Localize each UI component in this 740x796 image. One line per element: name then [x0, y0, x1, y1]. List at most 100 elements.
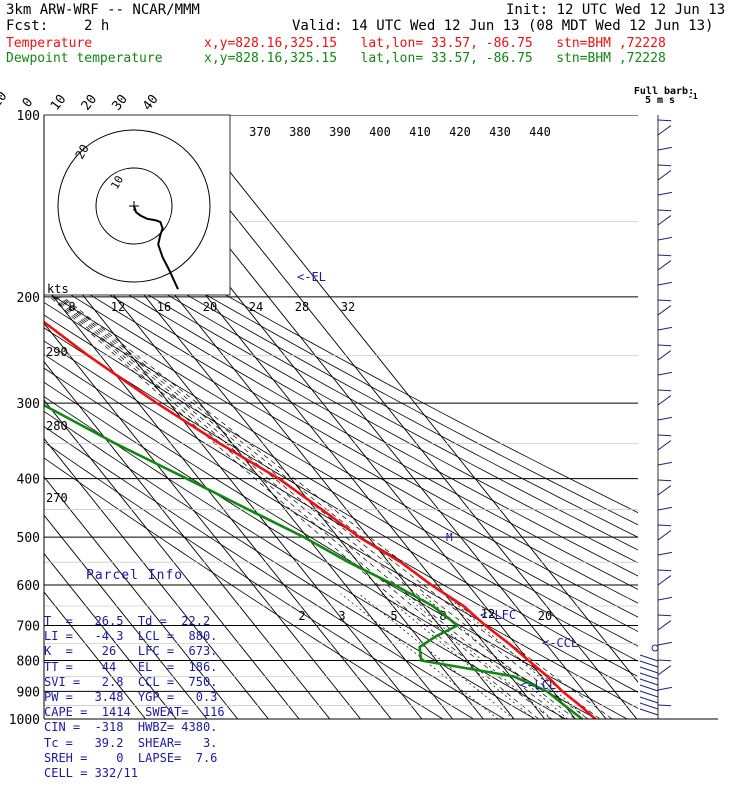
wind-barb	[657, 344, 672, 347]
wind-barb	[657, 614, 672, 617]
parcel-info-line: LI = -4.3 LCL = 880.	[44, 629, 218, 644]
hodograph-speed-label: 20	[203, 300, 217, 314]
wind-barb	[657, 119, 672, 122]
mixing-ratio-line	[444, 593, 588, 719]
wind-barb	[657, 575, 672, 586]
wind-barb	[657, 530, 672, 541]
barb-legend-unit: 5 m s	[645, 95, 675, 106]
model-title: 3km ARW-WRF -- NCAR/MMM	[6, 2, 200, 18]
wind-barb	[657, 326, 673, 331]
isotherm-tick-label: 20	[79, 92, 100, 114]
mixing-ratio-label: 12	[481, 607, 495, 621]
isotherm-tick-label: 10	[48, 92, 69, 114]
wind-barb	[657, 704, 672, 707]
pressure-tick-label: 600	[17, 579, 40, 594]
pressure-axis: 100 200 300 400 500 600 700 800 900 1000	[9, 109, 40, 728]
isotherm-tick-label: 40	[140, 92, 161, 114]
parcel-info-line: Tc = 39.2 SHEAR= 3.	[44, 735, 218, 750]
dewpoint-profile	[44, 403, 583, 719]
pressure-tick-label: 700	[17, 619, 40, 634]
isotherm-line	[183, 115, 638, 683]
theta-tick-label: 410	[409, 125, 431, 139]
mixing-ratio-label: 2	[298, 609, 305, 623]
moist-adiabat-line	[62, 296, 613, 719]
mixing-ratio-label: 8	[439, 609, 446, 623]
wind-barb	[657, 215, 672, 226]
parcel-info-line: PW = 3.48 YGP = 0.3	[44, 690, 218, 705]
isotherm-line	[44, 361, 331, 719]
parcel-info-line: T = 26.5 Td = 22.2	[44, 614, 211, 629]
annotations: <-EL <-LFC <-CCL <-LCL M	[297, 270, 578, 692]
lfc-annotation: <-LFC	[480, 608, 516, 622]
valid-time: Valid: 14 UTC Wed 12 Jun 13 (08 MDT Wed …	[292, 18, 714, 34]
pressure-tick-label: 800	[17, 654, 40, 669]
isotherm-tick-label: -10	[0, 89, 10, 117]
hodograph-speed-label: 28	[295, 300, 309, 314]
wind-barb	[657, 686, 673, 691]
wind-barb	[657, 389, 672, 392]
chart-grid	[44, 115, 638, 719]
wind-barb	[657, 641, 673, 646]
mixing-ratio-label: 3	[338, 609, 345, 623]
wind-barb	[657, 281, 673, 286]
mixing-ratio-line	[358, 593, 515, 719]
wind-barb	[639, 684, 659, 692]
wind-barb	[657, 596, 673, 601]
wind-barb	[657, 299, 672, 302]
wind-barb	[657, 461, 673, 466]
forecast-label: Fcst:	[6, 18, 49, 34]
wind-barb	[657, 236, 673, 241]
parcel-info-line: CAPE = 1414 SWEAT= 116	[44, 705, 225, 720]
wind-barb	[657, 665, 672, 676]
wind-barb	[657, 506, 673, 511]
pressure-tick-label: 100	[17, 109, 40, 124]
theta-tick-label: 370	[249, 125, 271, 139]
parcel-info-line: CELL = 332/11	[44, 766, 138, 781]
isotherm-line	[44, 552, 177, 719]
theta-tick-label: 430	[489, 125, 511, 139]
moist-adiabat-line	[53, 296, 564, 719]
wind-barb	[657, 170, 672, 181]
pressure-tick-label: 1000	[9, 713, 40, 728]
wind-barb	[639, 660, 659, 668]
mixing-ratio-line	[340, 593, 499, 719]
hodograph-speed-label: 16	[157, 300, 171, 314]
legend-dewpoint: Dewpoint temperature	[6, 51, 163, 66]
forecast-hours: 2 h	[84, 18, 110, 34]
wind-barb	[657, 434, 672, 437]
isotherm-line	[153, 115, 638, 719]
barb-legend-exponent: -1	[688, 92, 698, 101]
mixing-ratio-label: 5	[390, 609, 397, 623]
el-annotation: <-EL	[297, 270, 326, 284]
theta-tick-label: 390	[329, 125, 351, 139]
wind-barb	[657, 485, 672, 496]
theta-side-label: 290	[46, 345, 68, 359]
theta-tick-label: 440	[529, 125, 551, 139]
wind-barb	[657, 524, 672, 527]
init-time: Init: 12 UTC Wed 12 Jun 13	[506, 2, 726, 18]
wind-barb	[657, 350, 672, 361]
hodograph-frame	[43, 114, 231, 296]
hodograph-ring-label: 10	[108, 174, 126, 192]
temperature-profile	[44, 320, 597, 719]
hodograph-unit: kts	[47, 282, 69, 296]
calm-wind-marker	[651, 644, 659, 652]
parcel-info-line: SREH = 0 LAPSE= 7.6	[44, 750, 218, 765]
theta-tick-label: 400	[369, 125, 391, 139]
wind-barb	[657, 305, 672, 316]
pressure-tick-label: 500	[17, 531, 40, 546]
wind-barb	[639, 708, 659, 716]
hodograph-ring	[95, 167, 173, 245]
legend-dewpoint-info: x,y=828.16,325.15 lat,lon= 33.57, -86.75…	[204, 51, 666, 66]
hodograph: 20 10 kts 8 12 16 20 24 28 32	[43, 114, 355, 314]
isotherm-line	[44, 476, 239, 719]
wind-barb	[657, 620, 672, 631]
mixing-ratio-label: 20	[538, 609, 552, 623]
isotherm-tick-label: 30	[109, 92, 130, 114]
wind-barb	[657, 191, 673, 196]
theta-tick-label: 380	[289, 125, 311, 139]
pressure-tick-label: 300	[17, 397, 40, 412]
wind-barb	[657, 551, 673, 556]
moist-adiabat-line	[60, 296, 601, 719]
